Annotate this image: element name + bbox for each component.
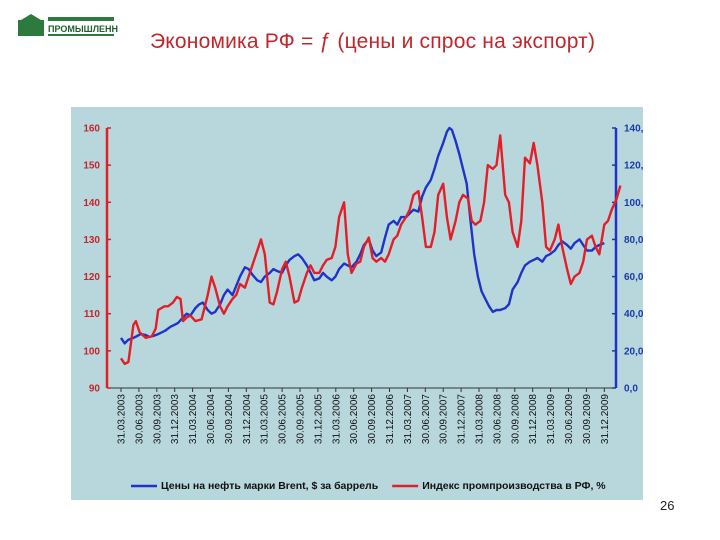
right-axis-tick-label: 0,0 [624,384,638,395]
x-axis-tick-label: 31.03.2003 [117,394,128,444]
x-axis-tick-label: 31.03.2009 [546,394,557,444]
company-logo: ПРОМЫШЛЕННОСТЬ [18,14,118,36]
slide-title: Экономика РФ = ƒ (цены и спрос на экспор… [150,30,596,53]
x-axis-tick-label: 31.03.2008 [475,394,486,444]
page-number: 26 [660,498,675,513]
x-axis-tick-label: 30.06.2008 [492,394,503,444]
left-axis-tick-label: 110 [84,309,101,320]
x-axis-tick-label: 30.09.2004 [224,394,235,444]
line-chart: 90 100 110 120 130 140 150 160 0,0 20,0 40,0 60,0 80… [83,124,643,493]
x-axis-tick-label: 31.12.2004 [242,394,253,444]
x-axis-tick-label: 30.09.2006 [367,394,378,444]
x-axis-tick-label: 31.03.2004 [188,394,199,444]
left-axis-tick-label: 140 [83,198,100,209]
left-axis-tick-label: 150 [83,161,100,172]
right-axis-tick-label: 140,0 [624,124,643,135]
right-axis-tick-label: 120,0 [624,161,643,172]
x-axis-tick-label: 31.12.2007 [457,394,468,444]
left-axis-tick-label: 90 [89,384,101,395]
x-axis-tick-label: 30.06.2005 [278,394,289,444]
left-axis-tick-label: 100 [83,346,100,357]
right-axis-tick-label: 100,0 [624,198,643,209]
x-axis-tick-label: 30.09.2007 [439,394,450,444]
x-axis-tick-label: 30.09.2005 [296,394,307,444]
x-axis-tick-label: 30.09.2009 [582,394,593,444]
x-axis-tick-label: 31.12.2008 [528,394,539,444]
left-axis-tick-label: 130 [83,235,100,246]
right-axis-tick-label: 40,0 [624,309,643,320]
left-axis-tick-label: 160 [83,124,100,135]
x-axis-tick-label: 30.06.2007 [421,394,432,444]
logo-text: ПРОМЫШЛЕННОСТЬ [48,24,118,34]
x-axis-tick-label: 31.12.2003 [170,394,181,444]
right-axis-tick-label: 60,0 [624,272,643,283]
series-line-industrial-index [119,134,622,366]
right-axis-tick-label: 20,0 [624,346,643,357]
right-axis-tick-label: 80,0 [624,235,643,246]
x-axis-tick-label: 30.06.2004 [206,394,217,444]
x-axis-tick-label: 31.12.2009 [600,394,611,444]
left-axis-tick-label: 120 [83,272,100,283]
x-axis-tick-label: 30.09.2003 [152,394,163,444]
legend-label-industrial-index: Индекс промпроизводства в РФ, % [422,480,606,492]
x-axis-tick-label: 30.06.2003 [134,394,145,444]
x-axis-tick-label: 31.12.2006 [385,394,396,444]
x-axis-tick-label: 30.06.2009 [564,394,575,444]
chart-panel: 90 100 110 120 130 140 150 160 0,0 20,0 40,0 60,0 80… [71,107,643,500]
x-axis-tick-label: 31.03.2005 [260,394,271,444]
x-axis-tick-label: 30.06.2006 [349,394,360,444]
x-axis-tick-label: 31.03.2007 [403,394,414,444]
series-line-brent [120,126,605,345]
x-axis-tick-label: 31.03.2006 [331,394,342,444]
x-axis-tick-label: 31.12.2005 [313,394,324,444]
x-axis-tick-label: 30.09.2008 [510,394,521,444]
legend-label-brent: Цены на нефть марки Brent, $ за баррель [161,480,379,492]
